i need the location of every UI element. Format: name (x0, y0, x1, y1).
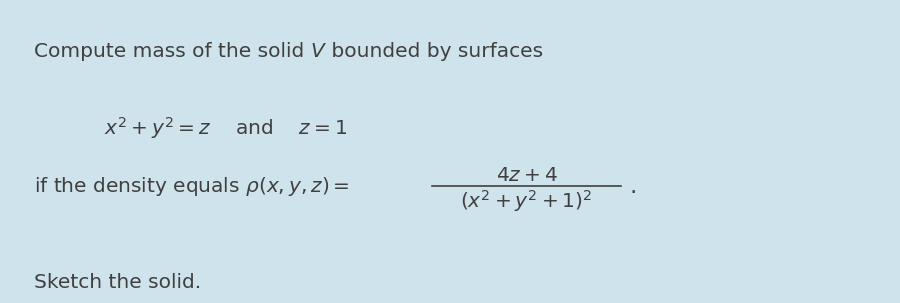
Text: $x^2 + y^2 = z\quad$ and $\quad z = 1$: $x^2 + y^2 = z\quad$ and $\quad z = 1$ (104, 115, 346, 141)
Text: Compute mass of the solid: Compute mass of the solid (34, 42, 310, 62)
Text: V: V (310, 42, 325, 62)
Text: $(x^2 + y^2 + 1)^2$: $(x^2 + y^2 + 1)^2$ (461, 188, 592, 214)
Text: $4z + 4$: $4z + 4$ (496, 166, 557, 185)
Text: Sketch the solid.: Sketch the solid. (34, 273, 202, 292)
Text: if the density equals $\rho(x, y, z) =$: if the density equals $\rho(x, y, z) =$ (34, 175, 350, 198)
Text: .: . (630, 175, 637, 198)
Text: bounded by surfaces: bounded by surfaces (325, 42, 543, 62)
